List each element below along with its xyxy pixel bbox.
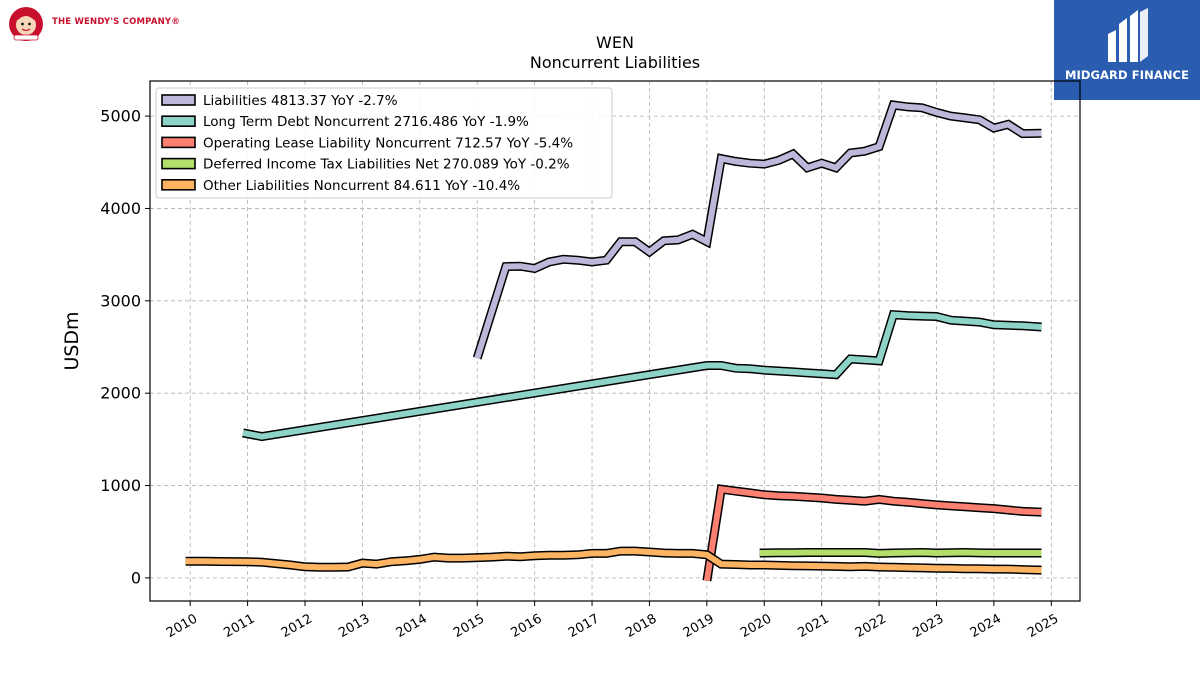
midgard-finance-logo: MIDGARD FINANCE bbox=[1054, 0, 1200, 100]
x-tick-label: 2022 bbox=[853, 611, 889, 641]
y-tick-label: 2000 bbox=[100, 384, 141, 403]
legend-entry: Operating Lease Liability Noncurrent 712… bbox=[203, 135, 573, 151]
x-tick-label: 2016 bbox=[508, 611, 544, 641]
x-tick-label: 2014 bbox=[394, 611, 430, 641]
plot-frame bbox=[149, 80, 1081, 602]
wendys-logo: THE WENDY'S COMPANY® bbox=[6, 4, 206, 44]
series-other-liabilities-noncurrent bbox=[185, 546, 1042, 575]
legend-swatch bbox=[161, 179, 196, 191]
x-axis-ticks: 2010 2011 2012 2013 2014 2015 2016 2017 2018 2019… bbox=[164, 601, 1061, 641]
x-tick-label: 2019 bbox=[681, 611, 717, 641]
x-tick-label: 2018 bbox=[623, 611, 659, 641]
series-liabilities bbox=[472, 100, 1042, 360]
x-tick-label: 2011 bbox=[221, 611, 257, 641]
series-deferred-income-tax-liabilities-net bbox=[759, 547, 1042, 558]
x-tick-label: 2010 bbox=[164, 611, 200, 641]
series-line bbox=[703, 485, 1042, 582]
x-tick-label: 2021 bbox=[796, 611, 832, 641]
x-tick-label: 2025 bbox=[1025, 611, 1061, 641]
legend-swatch bbox=[161, 136, 196, 149]
series-line bbox=[242, 311, 1042, 440]
series-long-term-debt-noncurrent bbox=[242, 309, 1042, 442]
x-tick-label: 2015 bbox=[451, 611, 487, 641]
y-tick-label: 3000 bbox=[100, 291, 141, 310]
legend-swatch bbox=[161, 115, 196, 127]
wendy-face-icon bbox=[9, 7, 43, 41]
chart-title: WEN bbox=[596, 33, 634, 52]
legend-entry: Liabilities 4813.37 YoY -2.7% bbox=[203, 93, 398, 109]
midgard-finance-text: MIDGARD FINANCE bbox=[1064, 68, 1190, 82]
legend-entry: Long Term Debt Noncurrent 2716.486 YoY -… bbox=[203, 114, 529, 130]
x-tick-label: 2012 bbox=[279, 611, 315, 641]
x-tick-label: 2024 bbox=[968, 611, 1004, 641]
midgard-emblem-icon bbox=[1108, 8, 1148, 62]
x-tick-label: 2013 bbox=[336, 611, 372, 641]
legend: Liabilities 4813.37 YoY -2.7% Long Term D… bbox=[155, 87, 613, 199]
y-axis-label: USDm bbox=[61, 311, 83, 370]
y-tick-label: 1000 bbox=[100, 476, 141, 495]
series-line bbox=[185, 548, 1042, 574]
y-tick-label: 0 bbox=[131, 568, 141, 587]
legend-entry: Deferred Income Tax Liabilities Net 270.… bbox=[203, 157, 570, 173]
chart-subtitle: Noncurrent Liabilities bbox=[530, 53, 700, 72]
legend-swatch bbox=[161, 157, 196, 170]
x-tick-label: 2020 bbox=[738, 611, 774, 641]
series-line bbox=[759, 549, 1042, 557]
legend-swatch bbox=[161, 94, 196, 106]
x-tick-label: 2017 bbox=[566, 611, 602, 641]
legend-box bbox=[155, 87, 613, 199]
x-tick-label: 2023 bbox=[910, 611, 946, 641]
series-lines bbox=[185, 100, 1042, 582]
y-tick-label: 4000 bbox=[100, 199, 141, 218]
series-line bbox=[474, 101, 1042, 359]
y-axis-ticks: 0 1000 2000 3000 4000 5000 bbox=[100, 107, 150, 587]
legend-entry: Other Liabilities Noncurrent 84.611 YoY … bbox=[203, 178, 520, 194]
wendys-company-text: THE WENDY'S COMPANY® bbox=[52, 17, 180, 27]
series-operating-lease-liability-noncurrent bbox=[702, 484, 1042, 582]
y-tick-label: 5000 bbox=[100, 107, 141, 126]
